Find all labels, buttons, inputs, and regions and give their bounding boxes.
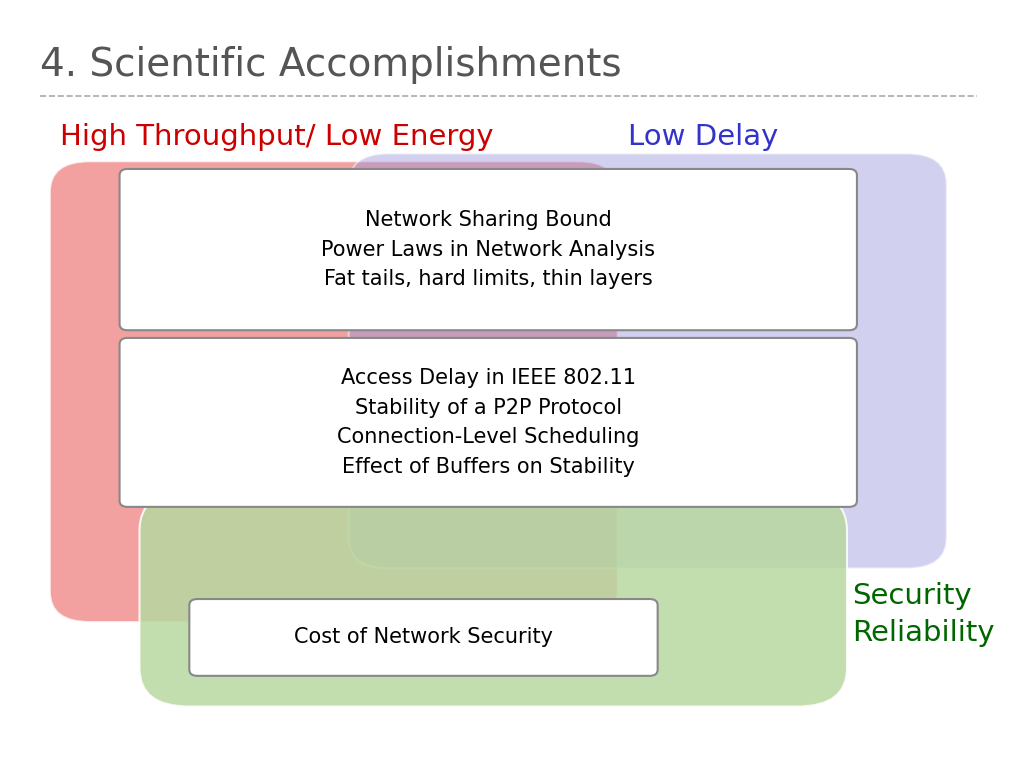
FancyBboxPatch shape: [50, 161, 617, 622]
Text: Network Sharing Bound
Power Laws in Network Analysis
Fat tails, hard limits, thi: Network Sharing Bound Power Laws in Netw…: [322, 210, 655, 290]
Text: Cost of Network Security: Cost of Network Security: [294, 627, 553, 647]
FancyBboxPatch shape: [139, 492, 847, 707]
Text: Security
Reliability: Security Reliability: [852, 582, 994, 647]
FancyBboxPatch shape: [189, 599, 657, 676]
FancyBboxPatch shape: [349, 154, 946, 568]
Text: Low Delay: Low Delay: [628, 123, 778, 151]
Text: 4. Scientific Accomplishments: 4. Scientific Accomplishments: [40, 46, 622, 84]
Text: High Throughput/ Low Energy: High Throughput/ Low Energy: [59, 123, 494, 151]
FancyBboxPatch shape: [120, 169, 857, 330]
FancyBboxPatch shape: [120, 338, 857, 507]
Text: Access Delay in IEEE 802.11
Stability of a P2P Protocol
Connection-Level Schedul: Access Delay in IEEE 802.11 Stability of…: [337, 368, 639, 477]
